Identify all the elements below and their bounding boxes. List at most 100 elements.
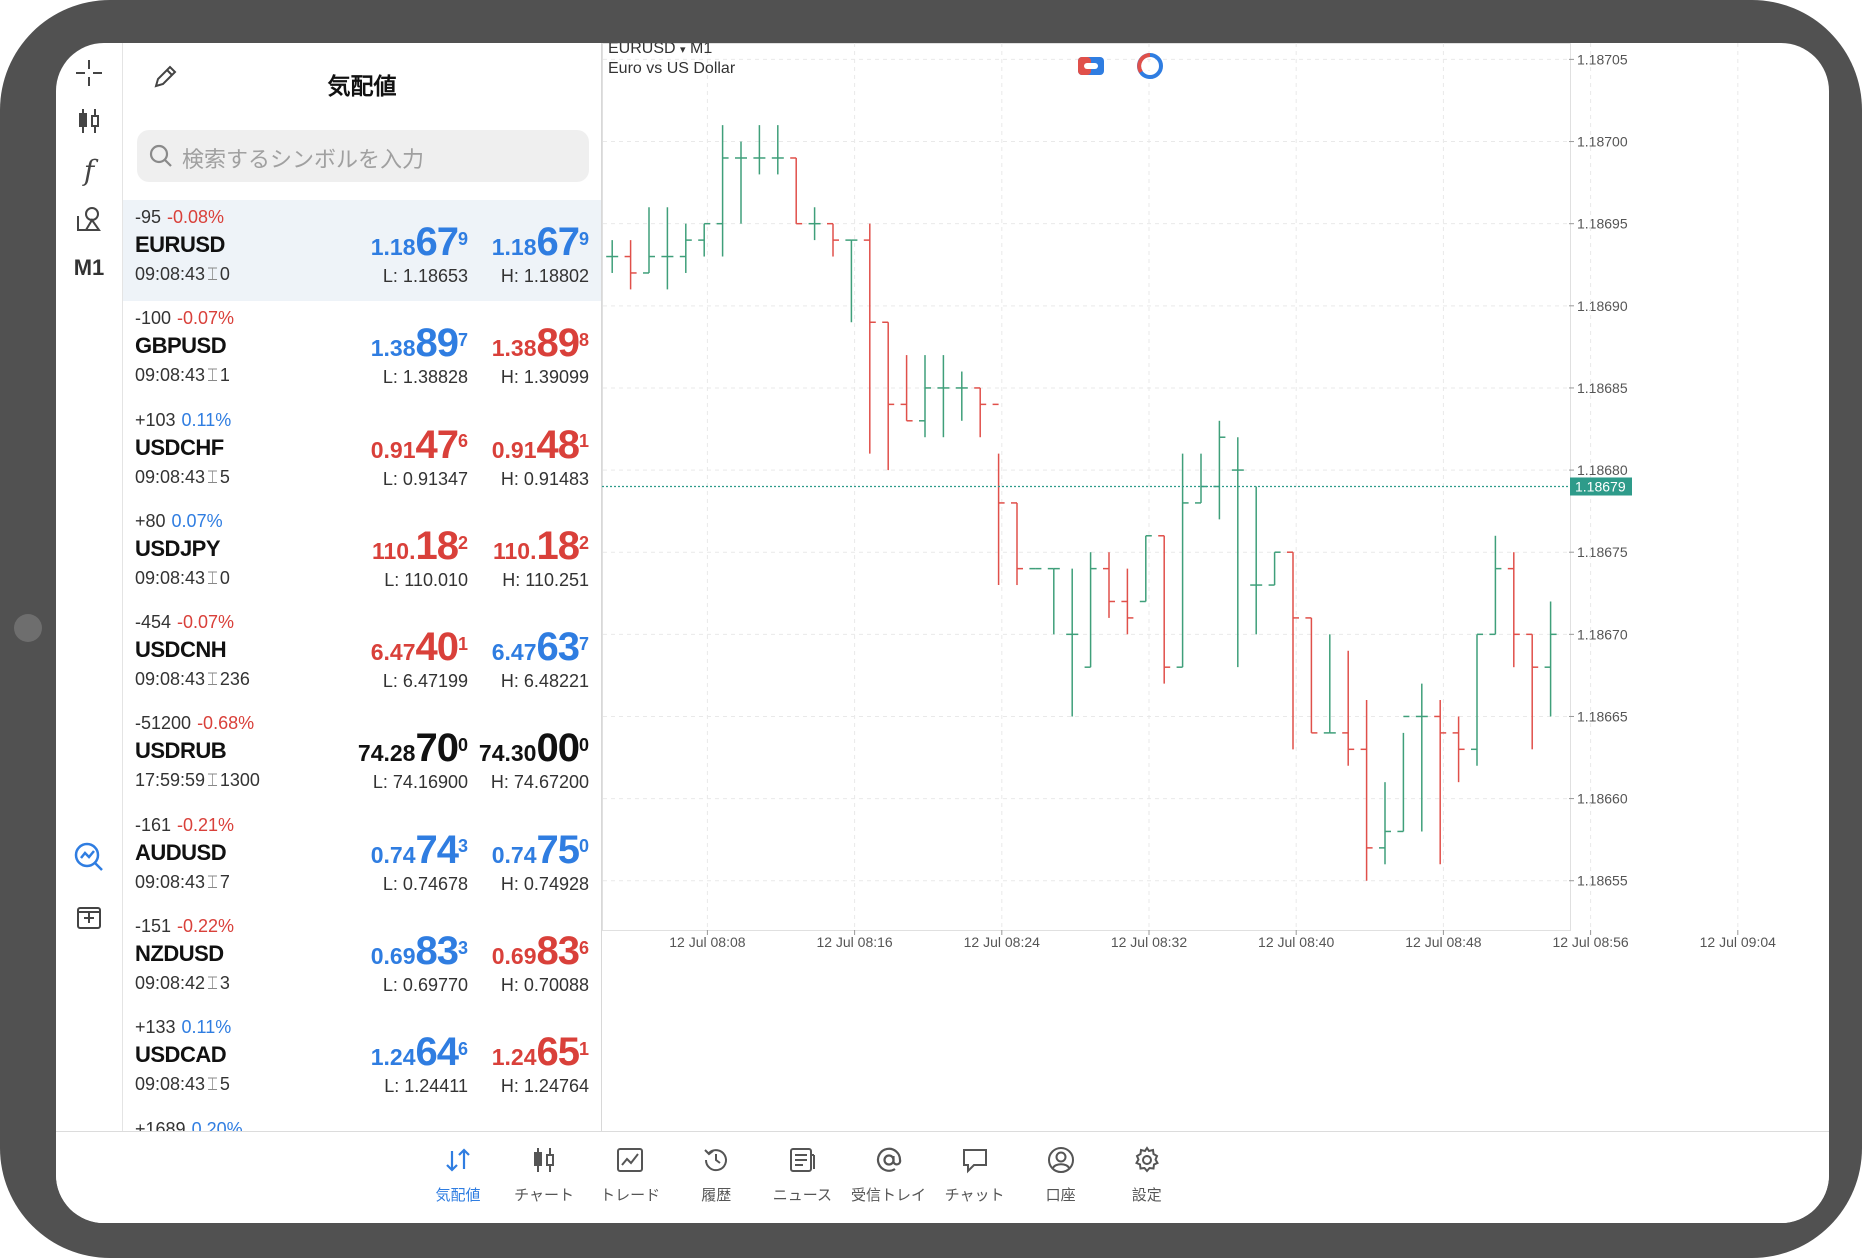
daily-low: L: 6.47199 [382, 671, 468, 692]
x-tick-label: 12 Jul 08:56 [1552, 934, 1628, 950]
change-percent: 0.11% [181, 409, 232, 430]
symbol-row[interactable]: +103 0.11% USDCHF 09:08:43 ⌶ 5 0.91476 0.91481 L… [123, 403, 601, 504]
symbol-search-input[interactable]: 検索するシンボルを入力 [137, 130, 589, 182]
nav-mailbox[interactable]: 受信トレイ [846, 1142, 932, 1205]
ohlc-bar [992, 403, 1005, 586]
symbol-name: NZDUSD [135, 941, 224, 967]
change-percent: -0.22% [177, 916, 235, 937]
y-tick-label: 1.18675 [1577, 544, 1628, 560]
symbol-row[interactable]: -151 -0.22% NZDUSD 09:08:42 ⌶ 3 0.69833 0.69836… [123, 909, 601, 1010]
ask-price[interactable]: 1.24651 [492, 1030, 589, 1075]
add-chart-icon[interactable] [64, 895, 114, 939]
symbol-row[interactable]: -51200 -0.68% USDRUB 17:59:59 ⌶ 1300 74.28700 7… [123, 706, 601, 807]
ask-price[interactable]: 74.30000 [479, 726, 589, 771]
ask-price[interactable]: 6.47637 [492, 625, 589, 670]
change-points: -100 [135, 308, 172, 329]
time-value: 09:08:43 [135, 669, 206, 690]
nav-settings[interactable]: 設定 [1104, 1142, 1190, 1205]
chart-toolbar: f M1 [56, 43, 123, 1131]
chart-symbol-title[interactable]: EURUSD ▾ M1 [608, 43, 712, 58]
symbol-name: GBPUSD [135, 333, 227, 359]
quote-time: 09:08:43 ⌶ 5 [135, 467, 230, 488]
symbol-row[interactable]: -454 -0.07% USDCNH 09:08:43 ⌶ 236 6.47401 6.476… [123, 605, 601, 706]
nav-history[interactable]: 履歴 [673, 1142, 759, 1205]
ask-price[interactable]: 1.38898 [492, 321, 589, 366]
symbol-row[interactable]: -95 -0.08% EURUSD 09:08:43 ⌶ 0 1.18679 1.18679 L… [123, 200, 601, 302]
ohlc-bar [1397, 715, 1410, 833]
quote-time: 09:08:43 ⌶ 1 [135, 365, 230, 386]
quote-time: 09:08:43 ⌶ 236 [135, 669, 250, 690]
bid-price[interactable]: 1.24646 [371, 1030, 468, 1075]
symbol-row[interactable]: +80 0.07% USDJPY 09:08:43 ⌶ 0 110.182 110.182 L:… [123, 504, 601, 605]
daily-high: H: 1.18802 [500, 266, 589, 286]
bid-sup: 9 [457, 228, 468, 249]
spread-icon: ⌶ [207, 365, 218, 386]
spread-value: 0 [219, 567, 230, 588]
ask-small: 0.69 [491, 943, 537, 970]
daily-high: H: 0.91483 [500, 468, 589, 489]
nav-label: トレード [600, 1187, 661, 1204]
y-tick-label: 1.18680 [1577, 462, 1628, 478]
objects-icon[interactable] [64, 197, 114, 241]
symbol-name: AUDUSD [135, 839, 227, 865]
symbol-name: USDCAD [135, 1042, 227, 1068]
bid-price[interactable]: 110.182 [372, 524, 468, 569]
symbol-row[interactable]: -161 -0.21% AUDUSD 09:08:43 ⌶ 7 0.74743 0.74750… [123, 808, 601, 909]
daily-low: L: 0.91347 [382, 468, 468, 489]
ask-price[interactable]: 0.91481 [492, 423, 589, 468]
nav-chart[interactable]: チャート [501, 1142, 587, 1205]
crosshair-icon[interactable] [64, 51, 114, 95]
ohlc-bar [1544, 601, 1557, 717]
ask-price[interactable]: 0.74750 [492, 828, 589, 873]
ask-price[interactable]: 0.69836 [492, 929, 589, 974]
bid-small: 6.47 [370, 639, 416, 666]
quote-time: 17:59:59 ⌶ 1300 [135, 770, 260, 791]
change-percent: -0.08% [167, 207, 225, 227]
ohlc-bar [845, 239, 858, 323]
current-price-tag [1570, 477, 1632, 496]
x-tick-label: 12 Jul 08:08 [669, 934, 745, 950]
daily-high: H: 0.70088 [500, 975, 589, 996]
account-icon [1018, 1142, 1104, 1178]
bid-price[interactable]: 0.69833 [371, 929, 468, 974]
bid-price[interactable]: 74.28700 [358, 726, 468, 771]
ohlc-bar [1011, 502, 1023, 586]
nav-news[interactable]: ニュース [759, 1142, 845, 1205]
bid-sup: 3 [457, 937, 468, 958]
indicators-icon[interactable]: f [83, 153, 95, 187]
chart-type-icon[interactable] [64, 99, 114, 143]
ohlc-bar [827, 222, 839, 257]
ohlc-bar [1213, 420, 1226, 520]
nav-quotes[interactable]: 気配値 [415, 1142, 501, 1205]
ohlc-bar [937, 355, 950, 438]
ask-price[interactable]: 1.18679 [492, 220, 589, 265]
timeframe-selector[interactable]: M1 [73, 255, 105, 280]
bid-price[interactable]: 1.18679 [371, 220, 468, 265]
nav-trade[interactable]: トレード [587, 1142, 673, 1205]
ask-sup: 0 [578, 735, 589, 756]
edit-pencil-icon[interactable] [151, 63, 179, 96]
bid-price[interactable]: 0.91476 [371, 423, 468, 468]
daily-low: L: 74.16900 [372, 772, 468, 793]
chart-canvas[interactable]: 1.18705 1.18700 1.18695 1.18690 1.18685 1.186… [602, 43, 1829, 1131]
symbol-row[interactable]: -100 -0.07% GBPUSD 09:08:43 ⌶ 1 1.38897 1.38898… [123, 301, 601, 402]
symbol-row[interactable]: +133 0.11% USDCAD 09:08:43 ⌶ 5 1.24646 1.24651 L… [123, 1010, 601, 1111]
ask-big: 67 [536, 220, 579, 264]
bid-sup: 1 [457, 633, 468, 654]
ask-price[interactable]: 110.182 [493, 524, 589, 569]
bid-price[interactable]: 0.74743 [371, 828, 468, 873]
bid-price[interactable]: 6.47401 [371, 625, 468, 670]
trading-signals-icon[interactable] [64, 835, 114, 879]
home-button[interactable] [14, 614, 42, 642]
nav-chat[interactable]: チャット [932, 1142, 1018, 1205]
nav-account[interactable]: 口座 [1018, 1142, 1104, 1205]
ohlc-bar [790, 157, 803, 225]
quotes-icon [415, 1142, 501, 1178]
ohlc-bar [1507, 552, 1520, 668]
bid-price[interactable]: 1.38897 [371, 321, 468, 366]
ohlc-bar [863, 223, 876, 454]
price-chart[interactable]: 1.18705 1.18700 1.18695 1.18690 1.18685 1.186… [602, 43, 1829, 1131]
symbol-row[interactable]: +1689 0.20% [123, 1112, 601, 1131]
ohlc-bar [1415, 683, 1428, 832]
